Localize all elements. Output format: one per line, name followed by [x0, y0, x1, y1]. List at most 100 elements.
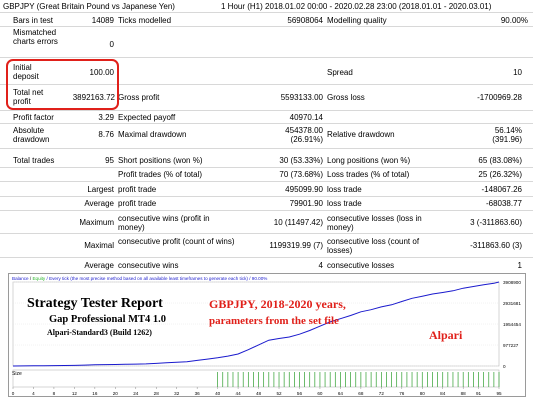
equity-legend: Equity [32, 276, 46, 281]
x-tick-label: 36 [195, 391, 201, 396]
spread-label: Spread [327, 68, 353, 77]
alt-value: -68038.77 [485, 199, 522, 208]
x-tick-label: 80 [420, 391, 426, 396]
grossprofit-value: 5593133.00 [280, 93, 323, 102]
x-tick-label: 44 [236, 391, 242, 396]
x-tick-label: 24 [133, 391, 139, 396]
apt-value: 79901.90 [289, 199, 323, 208]
maximal-label: Maximal [84, 241, 114, 250]
x-tick-label: 64 [338, 391, 344, 396]
mcl-label: consecutive losses (loss in money) [327, 214, 422, 232]
payoff-label: Expected payoff [118, 113, 176, 122]
y-tick-label: 1954454 [503, 322, 521, 327]
ptrades-label: Profit trades (% of total) [118, 170, 203, 179]
reldd-value1: 56.14% [494, 126, 522, 135]
x-tick-label: 91 [476, 391, 482, 396]
deposit-value: 100.00 [89, 68, 114, 77]
ltrades-value: 25 (26.32%) [478, 170, 522, 179]
grossprofit-label: Gross profit [118, 93, 160, 102]
chart-header-rest: / Every tick (the most precise method ba… [45, 276, 268, 281]
payoff-value: 40970.14 [289, 113, 323, 122]
symbol-text: GBPJPY (Great Britain Pound vs Japanese … [3, 2, 175, 11]
x-tick-label: 40 [215, 391, 221, 396]
x-tick-label: 76 [399, 391, 405, 396]
size-frame [12, 369, 500, 388]
x-tick-label: 60 [317, 391, 323, 396]
spread-value: 10 [513, 68, 522, 77]
mcw-label: consecutive wins (profit in money) [118, 214, 210, 232]
absdd-value: 8.76 [98, 130, 114, 139]
mcw-value: 10 (11497.42) [273, 218, 323, 227]
maxdd-value1: 454378.00 [285, 126, 323, 135]
x-tick-label: 28 [154, 391, 160, 396]
x-tick-label: 32 [174, 391, 180, 396]
overlay-build: Alpari-Standard3 (Build 1262) [47, 328, 152, 337]
balance-legend: Balance [12, 276, 29, 281]
quality-value: 90.00% [500, 16, 528, 25]
mcls-value: -311863.60 (3) [470, 241, 522, 250]
average2-label: Average [84, 261, 114, 270]
average-label: Average [84, 199, 114, 208]
short-label: Short positions (won %) [118, 156, 203, 165]
x-tick-label: 16 [92, 391, 98, 396]
x-tick-label: 20 [113, 391, 119, 396]
absdd-label: Absolute drawdown [13, 126, 50, 144]
long-label: Long positions (won %) [327, 156, 411, 165]
trades-label: Total trades [13, 156, 55, 165]
bars-label: Bars in test [13, 16, 54, 25]
size-label: Size [12, 371, 22, 377]
deposit-label: Initial deposit [13, 63, 39, 81]
x-tick-label: 84 [440, 391, 446, 396]
overlay-red-line2: parameters from the set file [209, 315, 339, 327]
mismatch-label: Mismatched charts errors [13, 28, 58, 46]
ticks-value: 56908064 [287, 16, 323, 25]
acw-label: consecutive wins [118, 261, 179, 270]
acl-label: consecutive losses [327, 261, 395, 270]
balance-chart: 3908900 2931681 1954454 977227 0 0 4 8 12 16 20 24 2… [8, 273, 526, 397]
ticks-label: Ticks modelled [118, 16, 172, 25]
quality-label: Modelling quality [327, 16, 387, 25]
legend-separator: / [28, 276, 33, 281]
trades-value: 95 [105, 156, 114, 165]
maxdd-label: Maximal drawdown [118, 130, 187, 139]
y-tick-label: 3908900 [503, 280, 521, 285]
x-tick-label: 48 [256, 391, 262, 396]
y-tick-label: 2931681 [503, 301, 521, 306]
highlight-box [6, 59, 119, 110]
lpt-value: 495099.90 [285, 185, 323, 194]
short-value: 30 (53.33%) [279, 156, 323, 165]
acw-value: 4 [318, 261, 323, 270]
mcp-value: 1199319.99 (7) [269, 241, 323, 250]
grossloss-label: Gross loss [327, 93, 365, 102]
x-tick-label: 12 [72, 391, 78, 396]
mcls-label: consecutive loss (count of losses) [327, 237, 420, 255]
x-tick-label: 72 [379, 391, 385, 396]
mcl-value: 3 (-311863.60) [470, 218, 522, 227]
acl-value: 1 [517, 261, 522, 270]
grossloss-value: -1700969.28 [477, 93, 522, 102]
chart-header: Balance / Equity / Every tick (the most … [12, 276, 267, 281]
x-tick-label: 56 [297, 391, 303, 396]
period-text: 1 Hour (H1) 2018.01.02 00:00 - 2020.02.2… [221, 2, 492, 11]
ltrades-label: Loss trades (% of total) [327, 170, 410, 179]
x-tick-label: 52 [276, 391, 282, 396]
apt-label: profit trade [118, 199, 157, 208]
alt-label: loss trade [327, 199, 362, 208]
overlay-title: Strategy Tester Report [27, 296, 163, 311]
x-tick-label: 88 [461, 391, 467, 396]
maxdd-value2: (26.91%) [290, 135, 323, 144]
netprofit-label: Total net profit [13, 88, 44, 106]
lpt-label: profit trade [118, 185, 157, 194]
pf-value: 3.29 [98, 113, 114, 122]
x-tick-label: 4 [32, 391, 35, 396]
balance-line [12, 281, 500, 367]
llt-label: loss trade [327, 185, 362, 194]
overlay-red-line1: GBPJPY, 2018-2020 years, [209, 297, 346, 311]
largest-label: Largest [87, 185, 114, 194]
mismatch-value: 0 [109, 40, 114, 49]
overlay-subtitle: Gap Professional MT4 1.0 [49, 314, 167, 325]
x-tick-label: 0 [12, 391, 15, 396]
pf-label: Profit factor [13, 113, 54, 122]
overlay-broker: Alpari [429, 328, 463, 342]
y-tick-label: 977227 [503, 343, 519, 348]
